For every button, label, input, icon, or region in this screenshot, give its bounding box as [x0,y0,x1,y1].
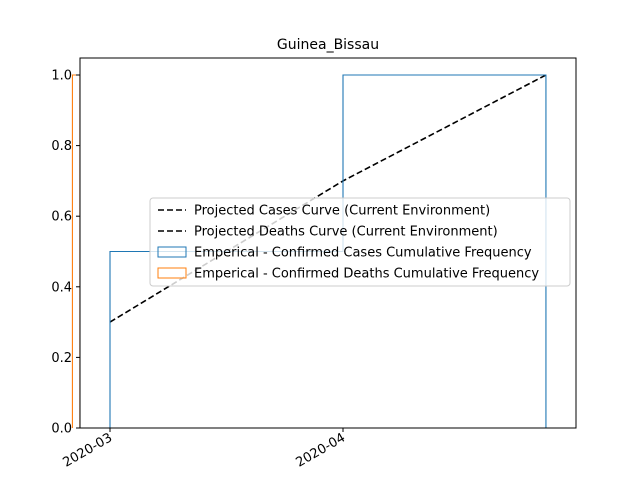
x-tick-label: 2020-04 [293,430,348,470]
legend: Projected Cases Curve (Current Environme… [149,197,571,287]
legend-label-3: Emperical - Confirmed Deaths Cumulative … [194,267,539,282]
chart-title: Guinea_Bissau [277,37,379,53]
legend-handle-3 [157,267,187,279]
y-tick-label: 0.8 [51,139,72,154]
y-tick-label: 0.4 [51,280,72,295]
y-tick-label: 0.2 [51,351,72,366]
legend-label-1: Projected Deaths Curve (Current Environm… [194,225,498,240]
series-line-2 [109,74,547,428]
legend-label-0: Projected Cases Curve (Current Environme… [194,204,490,219]
legend-label-2: Emperical - Confirmed Cases Cumulative F… [194,246,532,261]
axes-frame [79,57,577,429]
y-tick-label: 0.0 [51,422,72,437]
y-tick-label: 1.0 [51,69,72,84]
legend-box [149,197,571,287]
y-tick-label: 0.6 [51,210,72,225]
legend-handle-2 [157,246,187,258]
series-line-3 [71,74,81,428]
